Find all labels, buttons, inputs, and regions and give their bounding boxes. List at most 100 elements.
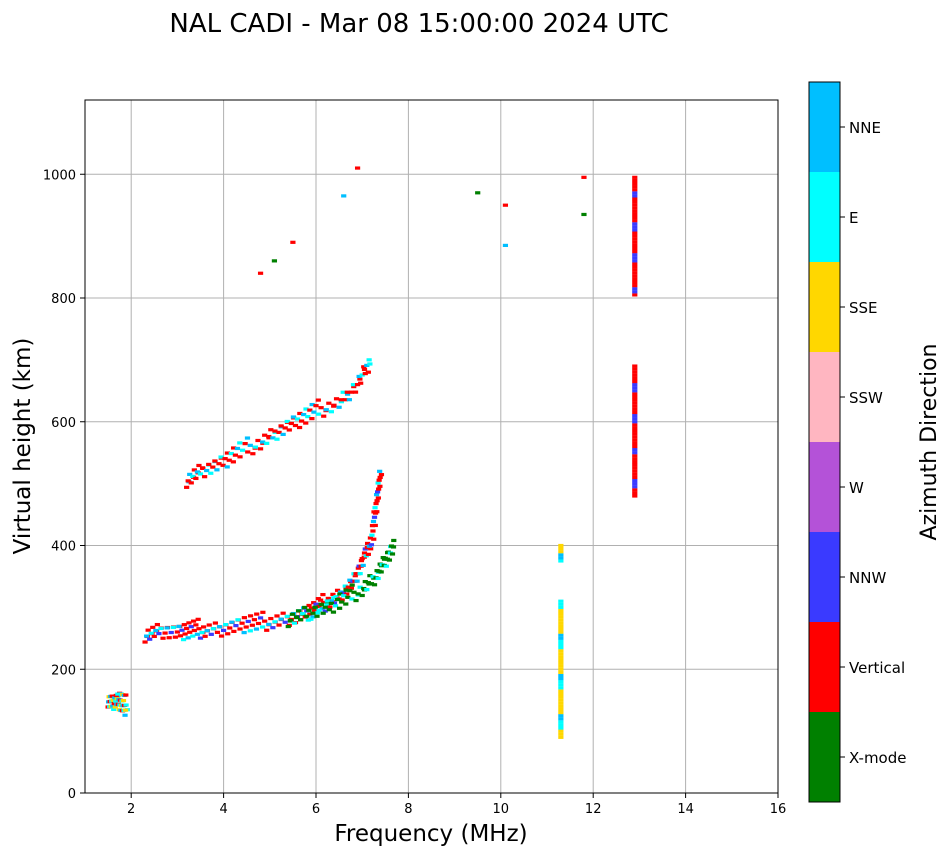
data-point	[364, 587, 370, 592]
data-point	[289, 612, 295, 616]
data-point	[632, 259, 638, 263]
data-point	[224, 465, 230, 469]
data-point	[343, 602, 349, 606]
data-point	[358, 558, 365, 563]
data-point	[558, 695, 564, 699]
data-point	[558, 673, 564, 678]
data-point	[272, 620, 278, 624]
data-point	[307, 612, 313, 616]
data-point	[334, 588, 341, 592]
data-point	[558, 655, 564, 659]
data-point	[270, 626, 276, 630]
data-point	[310, 611, 316, 615]
data-point	[352, 390, 359, 394]
data-point	[204, 468, 210, 473]
colorbar-segment	[809, 352, 840, 442]
data-point	[164, 626, 170, 630]
data-point	[221, 628, 227, 632]
data-point	[153, 628, 159, 633]
data-point	[202, 475, 208, 479]
data-point	[333, 397, 340, 401]
data-point	[632, 435, 638, 439]
data-point	[632, 401, 638, 405]
data-point	[632, 243, 638, 248]
data-point	[632, 225, 638, 229]
data-point	[354, 383, 361, 387]
data-point	[194, 470, 201, 474]
data-point	[558, 676, 564, 681]
x-axis-label: Frequency (MHz)	[334, 821, 527, 847]
data-point	[632, 472, 638, 476]
x-tick-label: 6	[312, 802, 320, 817]
data-point	[344, 392, 351, 396]
data-point	[145, 628, 151, 632]
data-point	[318, 598, 324, 602]
data-point	[293, 615, 300, 619]
data-point	[632, 364, 638, 368]
data-point	[280, 611, 286, 615]
data-point	[251, 618, 257, 622]
data-point	[338, 590, 344, 594]
data-point	[326, 401, 332, 405]
data-point	[309, 402, 315, 407]
data-point	[375, 481, 381, 485]
data-point	[232, 453, 239, 457]
data-point	[632, 389, 638, 393]
data-point	[345, 585, 351, 589]
data-point	[185, 479, 191, 483]
data-point	[632, 277, 638, 282]
data-point	[312, 605, 318, 609]
data-point	[309, 417, 315, 421]
data-point	[300, 611, 306, 616]
data-point	[367, 536, 374, 540]
data-point	[325, 596, 331, 601]
data-point	[632, 249, 638, 254]
data-point	[386, 558, 393, 562]
x-axis: 2 4 6 8 10 12 14 16	[127, 793, 786, 817]
data-point	[200, 625, 207, 629]
data-point	[475, 191, 481, 195]
data-point	[174, 630, 180, 634]
data-point	[337, 606, 343, 610]
colorbar: X-mode Vertical NNW W SSW SSE E NNE	[808, 81, 906, 803]
colorbar-tick-label: SSE	[849, 299, 878, 317]
data-point	[341, 194, 347, 198]
data-point	[264, 441, 270, 445]
data-point	[632, 413, 638, 418]
data-point	[377, 469, 383, 473]
data-point	[162, 631, 168, 635]
data-point	[264, 628, 270, 632]
data-point	[558, 664, 564, 668]
data-point	[632, 438, 638, 442]
data-point	[306, 608, 312, 612]
data-point	[334, 597, 341, 602]
data-point	[632, 395, 638, 399]
data-point	[632, 444, 638, 449]
data-point	[357, 585, 363, 589]
data-point	[341, 591, 347, 595]
data-point	[286, 428, 292, 432]
data-point	[581, 212, 587, 217]
data-point	[304, 614, 310, 618]
data-point	[306, 603, 312, 608]
data-point	[326, 608, 332, 612]
data-point	[330, 610, 337, 614]
data-point	[220, 463, 226, 467]
data-point	[377, 475, 383, 480]
data-point	[361, 586, 367, 591]
data-point	[282, 620, 288, 624]
data-point	[177, 634, 184, 638]
data-point	[196, 627, 202, 631]
data-point	[305, 414, 311, 419]
data-point	[632, 194, 638, 198]
data-point	[632, 426, 638, 430]
data-point	[206, 623, 212, 627]
data-point	[332, 604, 339, 608]
data-point	[328, 599, 334, 603]
data-point	[308, 606, 314, 610]
data-point	[122, 713, 128, 717]
data-point	[239, 621, 245, 625]
data-point	[266, 622, 272, 627]
data-point	[632, 284, 638, 288]
data-point	[632, 265, 638, 269]
